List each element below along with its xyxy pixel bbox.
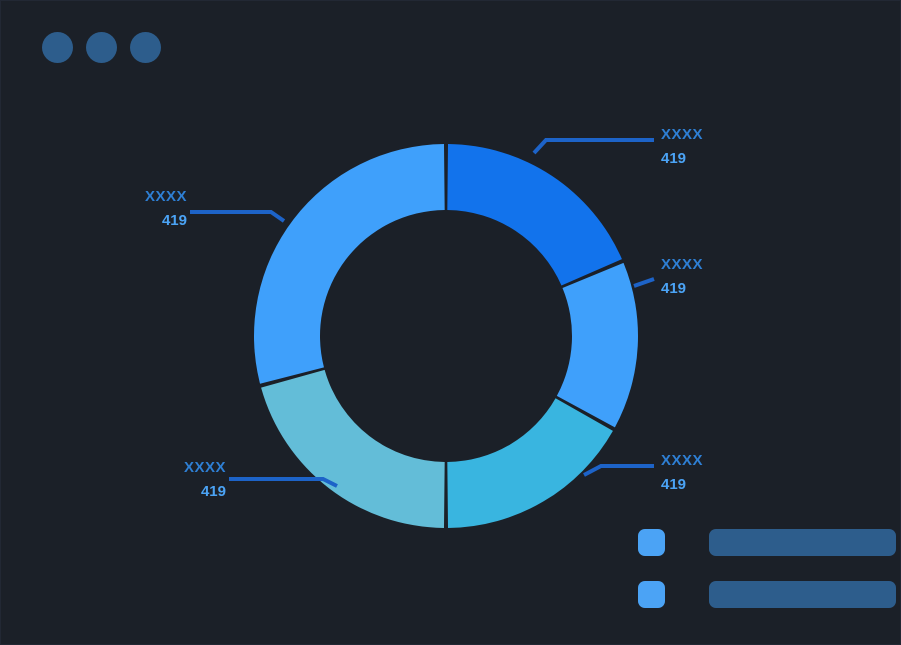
- legend-row[interactable]: [638, 529, 896, 556]
- dot-2-icon[interactable]: [86, 32, 117, 63]
- donut-slice[interactable]: [447, 144, 622, 286]
- legend-swatch-icon: [638, 529, 665, 556]
- donut-slice[interactable]: [447, 398, 613, 528]
- callout-label: XXXX: [661, 256, 704, 273]
- leader-line-5: [190, 210, 286, 223]
- callout-slice-1: XXXX 419: [661, 127, 703, 166]
- donut-slices: [254, 144, 638, 528]
- donut-slice[interactable]: [556, 262, 638, 428]
- callout-label: XXXX: [661, 452, 704, 469]
- window-dots: [42, 32, 161, 63]
- callout-value: 419: [161, 212, 187, 229]
- leader-line-3: [583, 464, 654, 477]
- callout-value: 419: [661, 476, 687, 493]
- donut-slice[interactable]: [254, 144, 445, 384]
- leader-line-2: [633, 277, 655, 288]
- dot-3-icon[interactable]: [130, 32, 161, 63]
- leader-line-1: [532, 138, 654, 155]
- chart-legend: [638, 529, 896, 608]
- legend-swatch-icon: [638, 581, 665, 608]
- dot-1-icon[interactable]: [42, 32, 73, 63]
- legend-label-placeholder: [709, 529, 896, 556]
- callout-slice-3: XXXX 419: [661, 453, 703, 492]
- callout-slice-2: XXXX 419: [661, 257, 703, 296]
- callout-value: 419: [661, 150, 687, 167]
- legend-label-placeholder: [709, 581, 896, 608]
- callout-value: 419: [200, 483, 226, 500]
- callout-label: XXXX: [183, 459, 226, 476]
- callout-label: XXXX: [661, 126, 704, 143]
- callout-value: 419: [661, 280, 687, 297]
- leader-lines: [190, 138, 655, 488]
- callout-slice-5: XXXX 419: [87, 189, 187, 228]
- callout-slice-4: XXXX 419: [126, 460, 226, 499]
- donut-slice[interactable]: [261, 369, 445, 528]
- legend-row[interactable]: [638, 581, 896, 608]
- leader-line-4: [229, 477, 338, 488]
- callout-label: XXXX: [144, 188, 187, 205]
